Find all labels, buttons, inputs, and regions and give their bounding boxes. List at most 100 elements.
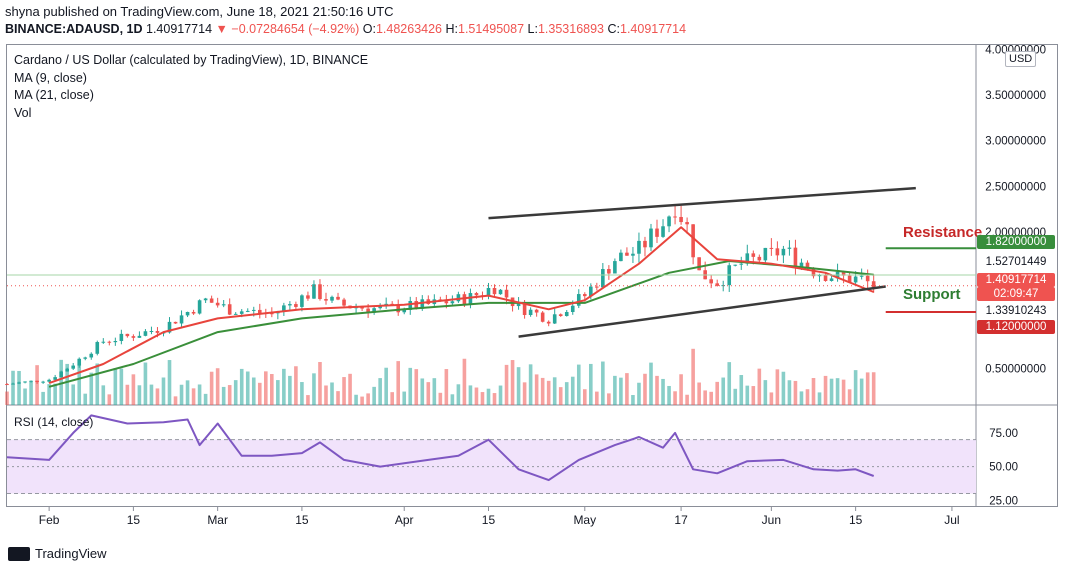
footer-brand: TradingView xyxy=(35,546,107,561)
candle-body xyxy=(781,248,786,256)
volume-bar xyxy=(811,378,816,405)
candle-body xyxy=(763,247,768,261)
candle-body xyxy=(257,309,262,314)
volume-bar xyxy=(324,385,328,405)
volume-bar xyxy=(781,371,786,405)
chart-frame xyxy=(6,44,1058,507)
candle-body xyxy=(312,284,316,299)
candle-body xyxy=(775,248,780,256)
candle-body xyxy=(456,294,461,302)
price-axis-tick: 2.50000000 xyxy=(985,181,1046,193)
candle-body xyxy=(522,302,527,316)
candle-body xyxy=(191,311,196,314)
candle-body xyxy=(468,293,473,305)
volume-bar xyxy=(137,385,142,405)
volume-bar xyxy=(799,391,804,405)
volume-bar xyxy=(673,391,677,405)
volume-bar xyxy=(679,374,683,405)
volume-bar xyxy=(504,364,509,405)
volume-bar xyxy=(41,391,45,405)
volume-bar xyxy=(366,393,370,405)
candle-body xyxy=(492,287,497,295)
volume-bar xyxy=(11,370,15,405)
close-value: 1.40917714 xyxy=(620,22,687,36)
volume-bar xyxy=(438,392,443,405)
candle-body xyxy=(715,283,719,286)
candle-body xyxy=(143,331,148,336)
close-label: C: xyxy=(607,22,621,36)
price-change: −0.07284654 (−4.92%) xyxy=(231,22,360,36)
candle-body xyxy=(799,262,804,267)
candle-body xyxy=(589,286,593,297)
ma9-line xyxy=(48,226,875,385)
volume-bar xyxy=(390,392,394,405)
candle-body xyxy=(793,247,798,267)
volume-bar xyxy=(468,385,473,405)
candle-body xyxy=(486,287,491,296)
resistance-annotation: Resistance xyxy=(903,224,983,241)
volume-bar xyxy=(552,377,557,405)
chart-title: Cardano / US Dollar (calculated by Tradi… xyxy=(14,53,369,67)
candle-body xyxy=(685,222,689,225)
candle-body xyxy=(474,293,479,296)
candle-body xyxy=(221,304,226,306)
candle-body xyxy=(396,304,401,313)
volume-bar xyxy=(408,367,413,405)
legend-ma21: MA (21, close) xyxy=(14,88,94,102)
footer: TradingView xyxy=(8,546,107,561)
channel-lower-line xyxy=(518,285,886,338)
currency-button[interactable]: USD xyxy=(1005,51,1037,67)
candle-body xyxy=(47,379,51,382)
price-axis-tick: 3.00000000 xyxy=(985,136,1046,148)
candle-body xyxy=(408,301,413,310)
chart-legend: Cardano / US Dollar (calculated by Tradi… xyxy=(14,52,368,122)
volume-bar xyxy=(727,362,732,405)
volume-bar xyxy=(29,381,33,405)
volume-bar xyxy=(270,374,274,405)
candle-body xyxy=(300,295,304,307)
last-price-tag: 1.40917714 xyxy=(977,273,1055,287)
volume-bar xyxy=(71,384,76,405)
volume-bar xyxy=(589,363,593,405)
rsi-axis-tick: 50.00 xyxy=(989,462,1018,474)
candle-body xyxy=(769,247,774,249)
candle-body xyxy=(101,341,106,343)
candle-body xyxy=(360,307,364,309)
volume-bar xyxy=(119,368,124,405)
volume-bar xyxy=(221,386,226,405)
volume-bar xyxy=(510,360,515,405)
candle-body xyxy=(516,302,521,307)
candle-body xyxy=(197,300,202,314)
candle-body xyxy=(330,296,334,301)
candle-body xyxy=(342,299,346,306)
volume-bar xyxy=(89,372,94,405)
volume-bar xyxy=(462,358,467,405)
candle-body xyxy=(378,306,382,309)
candle-body xyxy=(667,216,671,227)
volume-bar xyxy=(631,395,635,405)
volume-bar xyxy=(342,377,346,405)
volume-bar xyxy=(787,380,792,405)
x-axis-tick-label: Mar xyxy=(207,513,228,527)
candle-body xyxy=(137,335,142,338)
volume-bar xyxy=(486,388,491,405)
open-label: O: xyxy=(362,22,376,36)
legend-vol: Vol xyxy=(14,105,32,120)
volume-bar xyxy=(817,392,822,405)
volume-bar xyxy=(378,378,382,405)
candle-body xyxy=(871,281,876,288)
candle-body xyxy=(450,301,455,304)
candle-body xyxy=(420,299,425,309)
volume-bar xyxy=(215,368,220,405)
volume-bar xyxy=(763,380,768,405)
volume-bar xyxy=(209,371,214,405)
candle-body xyxy=(239,311,244,314)
volume-bar xyxy=(456,384,461,405)
ma21-price-tag: 1.52701449 xyxy=(977,255,1055,269)
volume-bar xyxy=(546,380,551,405)
candle-body xyxy=(203,298,208,301)
x-axis-tick-label: May xyxy=(573,513,596,527)
candle-body xyxy=(444,301,449,304)
candle-body xyxy=(185,311,190,316)
